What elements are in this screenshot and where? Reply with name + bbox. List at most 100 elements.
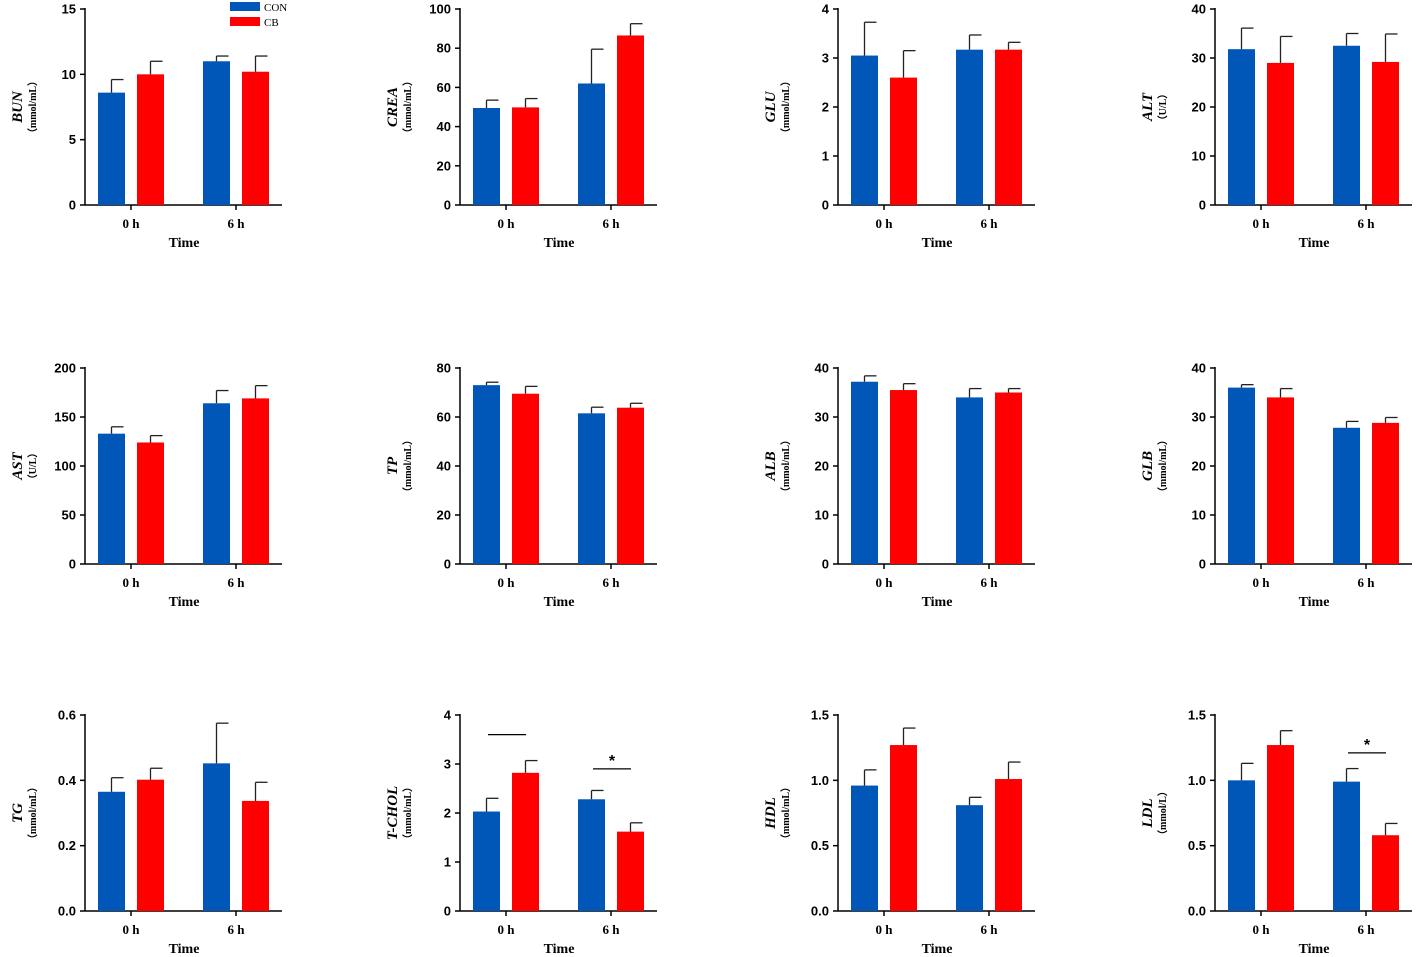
bar-con [1228,780,1255,911]
y-tick-label: 20 [437,158,451,173]
bar-cb [1267,397,1294,564]
y-tick-label: 60 [437,80,451,95]
bar-con [851,785,878,911]
x-category-label: 6 h [228,922,246,937]
y-tick-label: 80 [437,41,451,56]
y-tick-label: 60 [437,410,451,425]
chart-alt: 0 10 20 30 40 0 h 6 h Time ALT （U/L） [1140,2,1412,251]
bar-con [578,799,605,911]
chart-t-chol: 0 1 2 3 4 0 h 6 h * Time T-CHOL （mmol/mL） [385,708,657,957]
y-axis-unit: （mmol/mL） [26,782,39,844]
y-tick-label: 0.0 [811,904,829,919]
bar-con [1333,427,1360,564]
y-tick-label: 0.0 [58,904,76,919]
y-axis-unit: （mmol/mL） [1156,435,1169,497]
bar-cb [137,442,164,564]
bar-cb [242,71,269,205]
x-axis-title: Time [544,236,575,251]
chart-crea: 0 20 40 60 80 100 0 h 6 h Time CREA （mmol/mL） [385,2,657,251]
chart-glb: 0 10 20 30 40 0 h 6 h Time GLB （mmol/mL） [1140,361,1412,610]
x-axis-title: Time [544,942,575,957]
y-axis-title: AST [10,451,26,480]
x-category-label: 6 h [981,922,999,937]
y-axis-title: T-CHOL [385,786,401,840]
y-tick-label: 100 [429,2,451,17]
bar-con [1228,49,1255,206]
y-tick-label: 0.0 [1188,904,1206,919]
x-category-label: 6 h [981,575,999,590]
x-category-label: 6 h [981,216,999,231]
x-category-label: 6 h [1358,922,1376,937]
chart-tg: 0.0 0.2 0.4 0.6 0 h 6 h Time TG （mmol/mL） [10,708,282,957]
x-category-label: 6 h [228,216,246,231]
y-tick-label: 200 [54,361,76,376]
y-tick-label: 0 [444,904,451,919]
y-tick-label: 100 [54,459,76,474]
x-axis-title: Time [169,942,200,957]
bar-cb [890,745,917,911]
y-tick-label: 0 [822,198,829,213]
x-category-label: 6 h [228,575,246,590]
bar-cb [137,74,164,205]
y-tick-label: 4 [444,708,452,723]
x-category-label: 0 h [498,922,516,937]
bar-con [956,805,983,911]
y-axis-title: LDL [1140,798,1156,828]
y-axis-unit: （mmol/mL） [401,435,414,497]
bar-con [203,763,230,911]
bar-con [578,83,605,205]
y-axis-unit: （U/L） [26,448,39,485]
bar-con [956,49,983,205]
bar-cb [1372,61,1399,205]
x-category-label: 0 h [1253,575,1271,590]
chart-glu: 0 1 2 3 4 0 h 6 h Time GLU （mmol/mL） [763,2,1035,251]
y-tick-label: 2 [822,100,829,115]
y-tick-label: 30 [815,410,829,425]
x-category-label: 0 h [498,216,516,231]
y-axis-unit: （mmol/mL） [26,76,39,138]
bar-cb [890,77,917,205]
y-tick-label: 10 [1192,508,1206,523]
y-tick-label: 1.0 [1188,773,1206,788]
y-tick-label: 20 [815,459,829,474]
y-tick-label: 10 [62,67,76,82]
bar-con [1333,45,1360,205]
y-tick-label: 0 [1199,557,1206,572]
y-tick-label: 1.5 [811,708,829,723]
bar-cb [1267,62,1294,206]
y-tick-label: 50 [62,508,76,523]
x-axis-title: Time [1299,595,1330,610]
y-tick-label: 3 [444,757,451,772]
x-axis-title: Time [169,236,200,251]
significance-marker: * [1364,737,1371,754]
y-tick-label: 30 [1192,410,1206,425]
legend: CON CB [230,2,287,29]
y-tick-label: 0 [1199,198,1206,213]
y-tick-label: 40 [815,361,829,376]
bar-cb [995,392,1022,564]
y-tick-label: 0.6 [58,708,76,723]
y-tick-label: 1 [822,149,829,164]
y-axis-title: BUN [10,90,26,124]
y-tick-label: 0 [444,557,451,572]
chart-tp: 0 20 40 60 80 0 h 6 h Time TP （mmol/mL） [385,361,657,610]
y-tick-label: 0 [69,557,76,572]
y-tick-label: 5 [69,132,76,147]
y-axis-title: TP [385,456,401,475]
y-tick-label: 2 [444,806,451,821]
y-tick-label: 10 [815,508,829,523]
bar-cb [512,107,539,205]
y-tick-label: 40 [437,119,451,134]
y-tick-label: 1.5 [1188,708,1206,723]
bar-cb [617,35,644,206]
bar-con [473,385,500,564]
chart-alb: 0 10 20 30 40 0 h 6 h Time ALB （mmol/mL） [763,361,1035,610]
x-axis-title: Time [544,595,575,610]
y-tick-label: 15 [62,2,76,17]
y-tick-label: 0.5 [1188,838,1206,853]
x-category-label: 0 h [876,216,894,231]
bar-cb [242,800,269,911]
chart-bun: 0 5 10 15 0 h 6 h Time BUN （mmol/mL） [10,2,282,251]
